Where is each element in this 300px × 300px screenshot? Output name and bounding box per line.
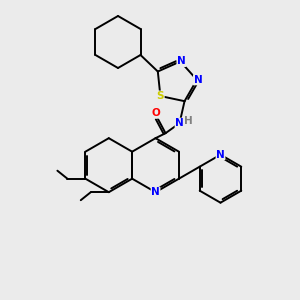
Text: H: H [184, 116, 193, 126]
Text: O: O [151, 108, 160, 118]
Text: S: S [157, 91, 164, 101]
Text: N: N [216, 150, 225, 160]
Text: N: N [177, 56, 186, 67]
Text: N: N [194, 75, 202, 85]
Text: N: N [175, 118, 184, 128]
Text: N: N [151, 187, 160, 197]
